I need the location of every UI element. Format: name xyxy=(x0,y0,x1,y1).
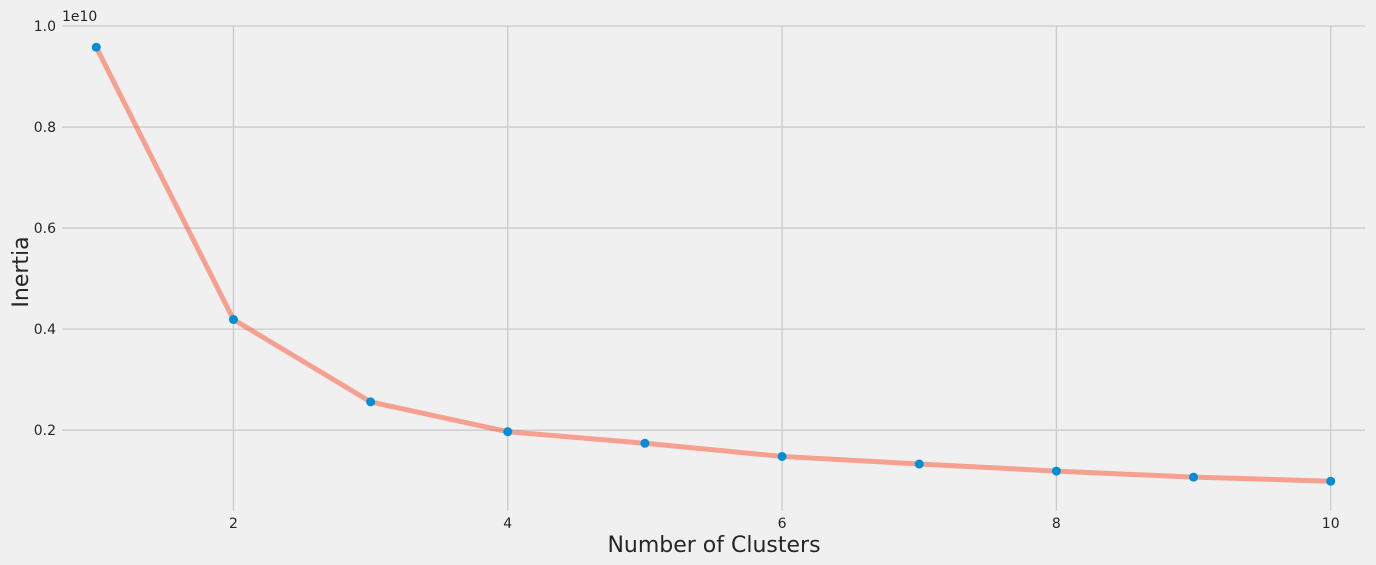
data-point xyxy=(914,459,924,469)
y-tick-label: 0.4 xyxy=(34,322,56,338)
x-tick-label: 4 xyxy=(503,516,512,532)
x-tick-label: 8 xyxy=(1052,516,1061,532)
grid xyxy=(62,25,1365,511)
y-tick-label: 1.0 xyxy=(34,19,56,35)
x-tick-label: 2 xyxy=(229,516,238,532)
series-layer xyxy=(93,44,1334,484)
y-tick-label: 0.6 xyxy=(34,221,56,237)
x-axis-label: Number of Clusters xyxy=(607,533,820,558)
data-point xyxy=(1051,466,1061,476)
y-tick-label: 0.2 xyxy=(34,423,56,439)
data-point xyxy=(503,427,513,437)
y-tick-label: 0.8 xyxy=(34,120,56,136)
data-point xyxy=(640,438,650,448)
x-tick-label: 6 xyxy=(778,516,787,532)
data-point xyxy=(1189,472,1199,482)
x-tick-label: 10 xyxy=(1322,516,1340,532)
data-point xyxy=(777,451,787,461)
data-point xyxy=(1326,476,1336,486)
inertia-series-line xyxy=(93,44,1334,484)
y-axis-offset-label: 1e10 xyxy=(62,9,97,25)
tick-labels: 2 4 6 8 10 0.2 0.4 0.6 0.8 1.0 xyxy=(34,19,1340,532)
data-point xyxy=(366,397,376,407)
data-point xyxy=(228,315,238,325)
y-axis-label: Inertia xyxy=(9,236,34,307)
data-point xyxy=(91,42,101,52)
markers-layer xyxy=(91,42,1336,486)
